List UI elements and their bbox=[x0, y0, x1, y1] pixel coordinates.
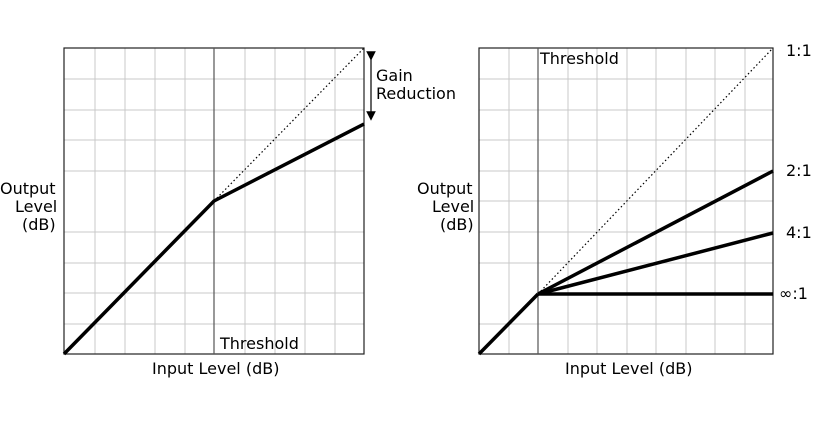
right-plot-frame bbox=[478, 47, 774, 355]
left-xlabel: Input Level (dB) bbox=[152, 359, 279, 378]
right-panel: Threshold Output Level (dB) Input Level … bbox=[417, 41, 812, 378]
right-grid bbox=[479, 48, 773, 354]
ratio-4-1-line bbox=[537, 231, 774, 296]
left-ylabel-line-3: (dB) bbox=[22, 215, 56, 234]
right-ylabel-line-2: Level bbox=[432, 197, 474, 216]
right-threshold-label: Threshold bbox=[539, 49, 619, 68]
right-ylabel-line-3: (dB) bbox=[440, 215, 474, 234]
right-ylabel-line-1: Output bbox=[417, 179, 473, 198]
below-threshold-curve bbox=[477, 292, 540, 356]
ratio-2-1-line bbox=[537, 169, 774, 296]
left-ylabel-line-1: Output bbox=[0, 179, 56, 198]
ratio-label-1-1: 1:1 bbox=[786, 41, 812, 60]
ratio-label-infinity-1: ∞:1 bbox=[779, 284, 808, 303]
left-ylabel-line-2: Level bbox=[15, 197, 57, 216]
left-transfer-curve bbox=[62, 122, 365, 356]
right-xlabel: Input Level (dB) bbox=[565, 359, 692, 378]
ratio-label-4-1: 4:1 bbox=[786, 223, 812, 242]
left-unity-reference-line bbox=[213, 47, 365, 202]
left-panel: Output Level (dB) Input Level (dB) Thres… bbox=[0, 47, 456, 378]
gain-reduction-label-line-2: Reduction bbox=[376, 84, 456, 103]
ratio-label-2-1: 2:1 bbox=[786, 161, 812, 180]
ratio-1-1-line bbox=[537, 47, 774, 295]
left-threshold-label: Threshold bbox=[219, 334, 299, 353]
gain-reduction-label-line-1: Gain bbox=[376, 66, 413, 85]
